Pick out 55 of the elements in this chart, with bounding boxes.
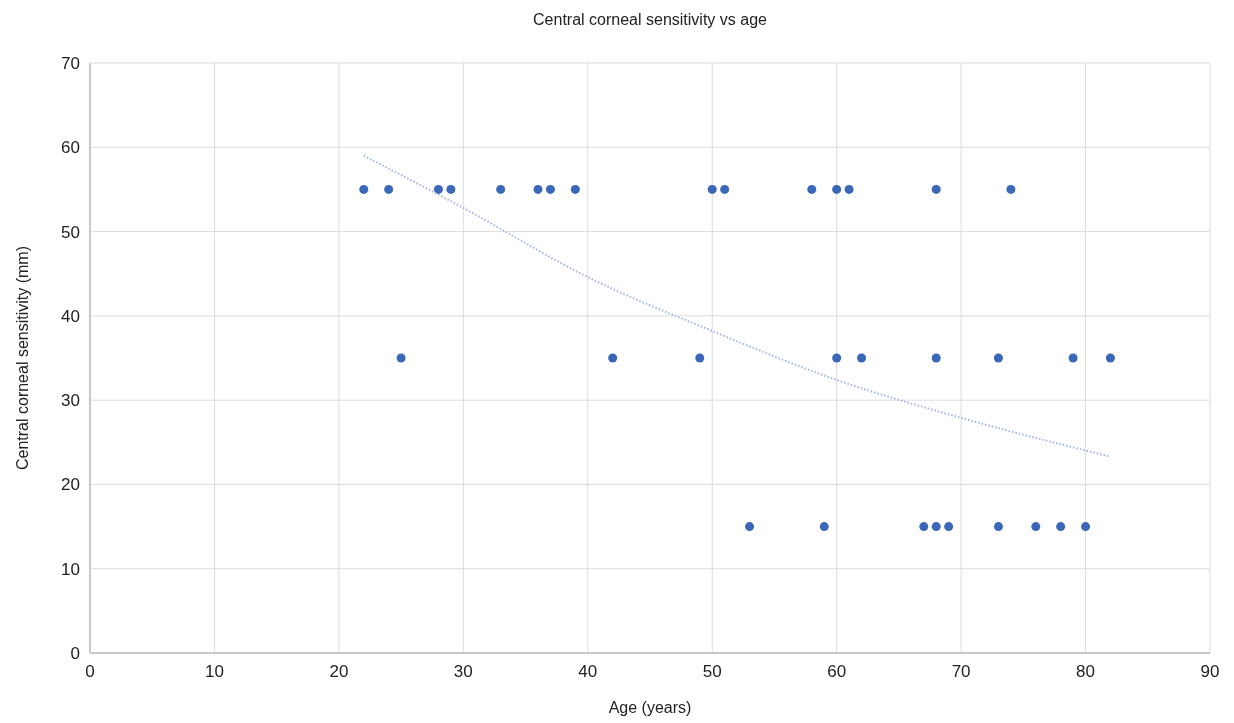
point — [359, 184, 369, 194]
point — [720, 184, 730, 194]
line-series — [362, 154, 1112, 458]
chart-title: Central corneal sensitivity vs age — [533, 11, 768, 28]
y-tick-label: 0 — [70, 643, 80, 663]
x-tick-label: 50 — [702, 662, 722, 681]
point — [931, 184, 941, 194]
y-tick-label: 30 — [61, 391, 80, 411]
point — [1006, 184, 1016, 194]
point — [496, 184, 506, 194]
x-tick-label: 90 — [1200, 662, 1220, 681]
point — [944, 522, 954, 532]
point — [1068, 353, 1078, 363]
x-axis-title: Age (years) — [608, 699, 692, 716]
y-tick-label: 50 — [61, 222, 80, 242]
point — [819, 522, 829, 532]
point — [533, 184, 543, 194]
x-tick-label: 70 — [951, 662, 971, 681]
y-tick-label: 60 — [61, 138, 80, 158]
y-tick-label: 70 — [61, 53, 80, 73]
point — [695, 353, 705, 363]
point — [1105, 353, 1115, 363]
y-tick-label: 10 — [61, 559, 80, 579]
point — [745, 522, 755, 532]
point — [707, 184, 717, 194]
point — [993, 353, 1003, 363]
point — [844, 184, 854, 194]
y-tick-label: 20 — [61, 475, 80, 495]
y-axis-title: Central corneal sensitivity (mm) — [14, 245, 31, 471]
point — [919, 522, 929, 532]
point — [570, 184, 580, 194]
x-tick-label: 40 — [578, 662, 598, 681]
point — [807, 184, 817, 194]
x-tick-label: 30 — [453, 662, 473, 681]
x-tick-label: 80 — [1076, 662, 1096, 681]
x-tick-label: 60 — [827, 662, 847, 681]
point — [446, 184, 456, 194]
point — [545, 184, 555, 194]
point — [1081, 522, 1091, 532]
point — [396, 353, 406, 363]
point — [1056, 522, 1066, 532]
point — [832, 353, 842, 363]
point — [931, 522, 941, 532]
point — [857, 353, 867, 363]
point — [384, 184, 394, 194]
x-tick-label: 0 — [85, 662, 95, 681]
point — [993, 522, 1003, 532]
x-tick-label: 10 — [204, 662, 224, 681]
point — [1031, 522, 1041, 532]
x-tick-label: 20 — [329, 662, 349, 681]
y-tick-label: 40 — [61, 306, 80, 326]
point — [608, 353, 618, 363]
point — [931, 353, 941, 363]
point — [433, 184, 443, 194]
point — [832, 184, 842, 194]
